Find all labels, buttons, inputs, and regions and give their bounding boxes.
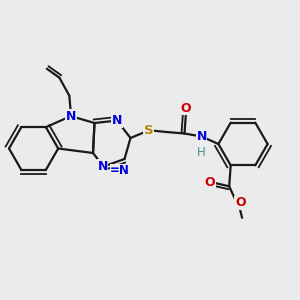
Text: N: N xyxy=(196,130,207,143)
Text: =N: =N xyxy=(110,164,130,178)
Text: H: H xyxy=(197,146,206,160)
Text: O: O xyxy=(181,101,191,115)
Text: N: N xyxy=(66,110,76,123)
Text: O: O xyxy=(235,196,246,209)
Text: S: S xyxy=(144,124,153,137)
Text: N: N xyxy=(98,160,108,173)
Text: O: O xyxy=(204,176,215,189)
Text: N: N xyxy=(112,114,122,127)
